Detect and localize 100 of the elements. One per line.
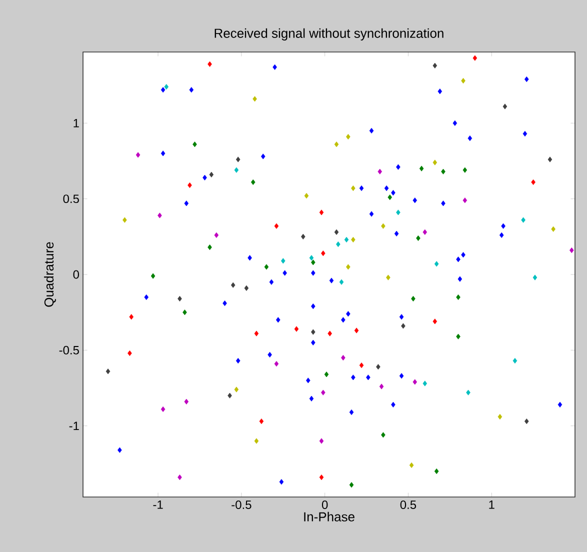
point bbox=[234, 386, 239, 392]
point bbox=[236, 156, 240, 162]
y-tick-label: 0.5 bbox=[63, 194, 79, 204]
point bbox=[311, 329, 316, 335]
point bbox=[391, 402, 396, 408]
y-tick-label: 0 bbox=[73, 270, 80, 279]
point bbox=[279, 479, 284, 485]
point bbox=[228, 392, 232, 398]
point bbox=[501, 223, 506, 229]
point bbox=[209, 172, 214, 178]
point bbox=[412, 198, 418, 204]
point bbox=[328, 330, 332, 336]
point bbox=[236, 358, 240, 364]
point bbox=[344, 236, 349, 242]
point bbox=[354, 328, 359, 334]
point bbox=[388, 194, 392, 200]
point bbox=[260, 154, 266, 160]
point bbox=[502, 104, 508, 110]
point bbox=[319, 474, 324, 480]
point bbox=[422, 380, 428, 386]
point bbox=[311, 270, 316, 276]
point bbox=[346, 311, 350, 317]
point bbox=[351, 374, 356, 380]
point bbox=[158, 212, 162, 218]
x-tick-label: 0 bbox=[322, 500, 328, 510]
x-tick-label: -0.5 bbox=[232, 500, 252, 510]
point bbox=[462, 198, 468, 204]
point bbox=[122, 217, 127, 223]
point bbox=[456, 294, 460, 300]
point bbox=[359, 362, 364, 368]
point bbox=[188, 182, 192, 188]
point bbox=[182, 310, 187, 316]
point bbox=[309, 396, 314, 402]
point bbox=[254, 330, 259, 336]
point bbox=[472, 55, 478, 61]
point bbox=[524, 418, 529, 424]
y-tick-label: -0.5 bbox=[59, 346, 79, 354]
point bbox=[531, 179, 536, 185]
point bbox=[178, 474, 182, 480]
point bbox=[128, 350, 132, 356]
x-tick-label: 0.5 bbox=[400, 500, 416, 510]
point bbox=[399, 373, 404, 379]
point bbox=[432, 318, 438, 324]
point bbox=[378, 168, 382, 174]
point bbox=[324, 372, 329, 378]
point bbox=[106, 368, 110, 374]
point bbox=[184, 200, 189, 206]
point bbox=[548, 156, 552, 162]
point bbox=[432, 160, 438, 166]
point bbox=[136, 152, 140, 158]
point bbox=[366, 374, 370, 380]
point bbox=[311, 340, 316, 346]
point bbox=[512, 358, 518, 364]
point bbox=[438, 88, 442, 94]
point bbox=[369, 128, 374, 134]
point bbox=[394, 230, 399, 236]
point bbox=[294, 326, 299, 332]
x-axis-title: In-Phase bbox=[304, 512, 354, 522]
point bbox=[129, 314, 134, 320]
point bbox=[522, 130, 528, 137]
point bbox=[401, 323, 406, 329]
point bbox=[349, 409, 354, 416]
x-tick-label: -1 bbox=[153, 500, 163, 509]
point bbox=[274, 360, 279, 367]
point bbox=[441, 200, 446, 206]
point bbox=[532, 274, 538, 280]
point bbox=[272, 64, 277, 70]
point bbox=[521, 217, 526, 223]
point bbox=[252, 96, 257, 102]
point bbox=[524, 76, 529, 82]
point bbox=[334, 142, 339, 148]
point bbox=[184, 398, 189, 404]
point bbox=[319, 438, 324, 444]
point bbox=[359, 185, 364, 192]
point bbox=[274, 223, 279, 229]
point bbox=[311, 260, 316, 266]
point bbox=[304, 192, 309, 199]
point bbox=[419, 166, 424, 172]
point bbox=[466, 390, 470, 396]
point bbox=[462, 167, 468, 173]
point bbox=[250, 179, 256, 185]
y-tick-label: 1 bbox=[74, 119, 79, 128]
point bbox=[254, 438, 259, 444]
point bbox=[259, 418, 264, 424]
point bbox=[499, 232, 504, 238]
point bbox=[412, 379, 418, 385]
point bbox=[384, 185, 389, 192]
point bbox=[339, 279, 344, 285]
point bbox=[214, 232, 219, 238]
point bbox=[351, 236, 356, 242]
point bbox=[269, 279, 274, 285]
point bbox=[160, 87, 166, 93]
point bbox=[118, 447, 122, 453]
point bbox=[248, 255, 252, 261]
point bbox=[244, 285, 249, 291]
point bbox=[309, 255, 314, 261]
point bbox=[461, 252, 466, 258]
point bbox=[276, 317, 280, 323]
point bbox=[160, 150, 166, 156]
point bbox=[386, 274, 390, 280]
